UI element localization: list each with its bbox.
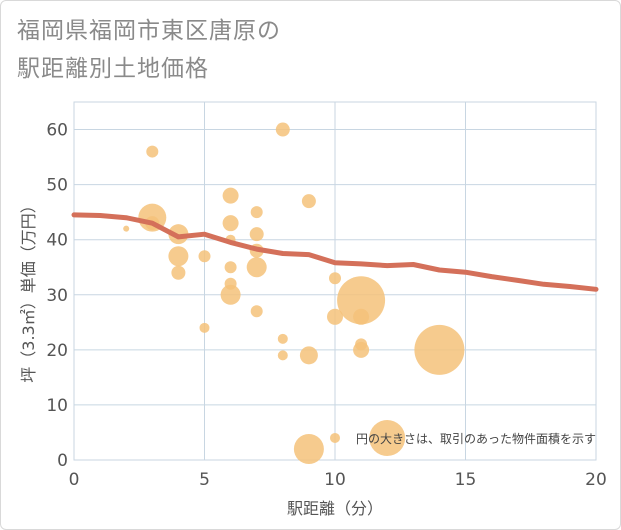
bubble-point bbox=[353, 308, 370, 325]
bubble-point bbox=[327, 308, 343, 325]
bubble-point bbox=[123, 225, 130, 232]
y-axis-title: 坪（3.3㎡）単価（万円） bbox=[19, 197, 38, 382]
bubble-point bbox=[299, 346, 318, 365]
trend-series bbox=[71, 212, 599, 292]
bubble-point bbox=[222, 187, 239, 204]
bubble-point bbox=[250, 206, 263, 219]
bubble-point bbox=[199, 322, 210, 333]
y-tick-label: 30 bbox=[46, 286, 68, 306]
y-tick-label: 50 bbox=[46, 176, 68, 196]
bubble-point bbox=[249, 227, 264, 242]
bubble-point bbox=[293, 433, 324, 464]
bubble-size-note: 円の大きさは、取引のあった物件面積を示す bbox=[356, 431, 596, 446]
x-tick-label: 10 bbox=[324, 470, 346, 490]
y-tick-label: 40 bbox=[46, 231, 68, 251]
bubble-point bbox=[250, 305, 263, 318]
bubble-point bbox=[277, 333, 288, 344]
bubble-series bbox=[123, 122, 465, 464]
bubble-point bbox=[301, 194, 316, 209]
x-axis-title: 駅距離（分） bbox=[287, 499, 383, 518]
bubble-point bbox=[330, 432, 340, 443]
bubble-point bbox=[146, 145, 159, 158]
bubble-point bbox=[369, 419, 406, 456]
bubble-point bbox=[222, 215, 239, 232]
bubble-point bbox=[224, 277, 237, 290]
x-tick-label: 0 bbox=[69, 470, 80, 490]
bubble-point bbox=[220, 284, 241, 305]
bubble-point bbox=[275, 122, 290, 137]
bubble-point bbox=[414, 324, 465, 375]
y-tick-label: 60 bbox=[46, 121, 68, 141]
x-tick-label: 15 bbox=[455, 470, 477, 490]
chart-title-line-1: 福岡県福岡市東区唐原の bbox=[17, 18, 281, 44]
grid-lines bbox=[73, 101, 597, 461]
y-tick-label: 0 bbox=[57, 451, 68, 471]
bubble-point bbox=[171, 265, 186, 280]
tick-labels: 0 10 20 30 40 50 60 0 5 10 15 20 bbox=[46, 121, 606, 490]
y-tick-label: 10 bbox=[46, 396, 68, 416]
bubble-point bbox=[224, 261, 237, 274]
trend-line bbox=[71, 212, 599, 292]
x-tick-label: 20 bbox=[585, 470, 607, 490]
bubble-point bbox=[355, 338, 368, 351]
chart-title-line-2: 駅距離別土地価格 bbox=[17, 56, 209, 82]
x-tick-label: 5 bbox=[199, 470, 210, 490]
y-tick-label: 20 bbox=[46, 341, 68, 361]
bubble-point bbox=[277, 350, 288, 361]
bubble-point bbox=[337, 276, 386, 325]
chart-title: 福岡県福岡市東区唐原の 駅距離別土地価格 bbox=[17, 12, 281, 88]
bubble-point bbox=[246, 257, 267, 278]
bubble-point bbox=[329, 272, 341, 285]
bubble-point bbox=[168, 246, 189, 267]
bubble-point bbox=[198, 250, 211, 263]
